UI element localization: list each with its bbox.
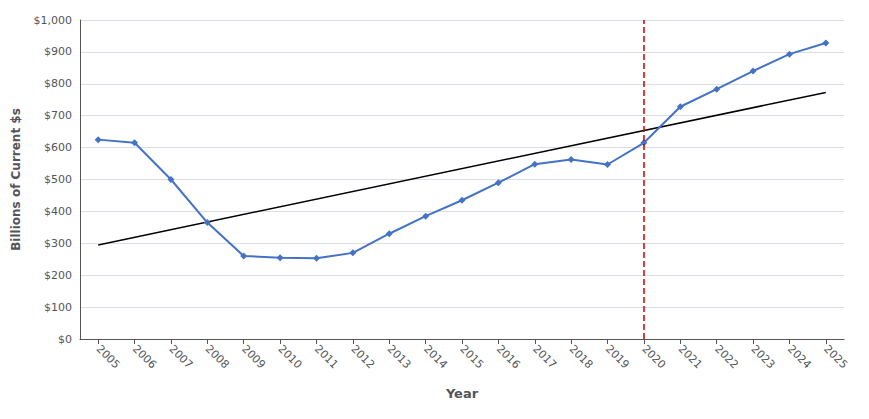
svg-text:2015: 2015	[457, 342, 486, 371]
svg-text:2008: 2008	[203, 342, 232, 371]
svg-text:$0: $0	[58, 333, 72, 346]
svg-text:$800: $800	[44, 77, 72, 90]
svg-text:2014: 2014	[421, 342, 450, 371]
svg-text:2005: 2005	[94, 342, 123, 371]
svg-text:2024: 2024	[785, 342, 814, 371]
svg-text:2020: 2020	[639, 342, 668, 371]
svg-text:2025: 2025	[821, 342, 850, 371]
svg-text:2010: 2010	[275, 342, 304, 371]
svg-text:2007: 2007	[166, 342, 195, 371]
svg-text:$700: $700	[44, 109, 72, 122]
svg-text:$1,000: $1,000	[34, 14, 73, 27]
svg-text:2022: 2022	[712, 342, 741, 371]
svg-text:$100: $100	[44, 301, 72, 314]
svg-text:$600: $600	[44, 141, 72, 154]
svg-text:$500: $500	[44, 173, 72, 186]
svg-text:2013: 2013	[385, 342, 414, 371]
svg-text:2021: 2021	[676, 342, 705, 371]
svg-text:$300: $300	[44, 237, 72, 250]
svg-text:2023: 2023	[748, 342, 777, 371]
svg-text:2018: 2018	[567, 342, 596, 371]
svg-text:2006: 2006	[130, 342, 159, 371]
svg-text:Billions of Current $s: Billions of Current $s	[9, 108, 23, 251]
svg-text:2016: 2016	[494, 342, 523, 371]
svg-text:$400: $400	[44, 205, 72, 218]
svg-text:$900: $900	[44, 45, 72, 58]
svg-text:2019: 2019	[603, 342, 632, 371]
svg-text:$200: $200	[44, 269, 72, 282]
svg-text:2009: 2009	[239, 342, 268, 371]
svg-text:2017: 2017	[530, 342, 559, 371]
svg-text:Year: Year	[445, 386, 479, 401]
svg-text:2011: 2011	[312, 342, 341, 371]
svg-text:2012: 2012	[348, 342, 377, 371]
